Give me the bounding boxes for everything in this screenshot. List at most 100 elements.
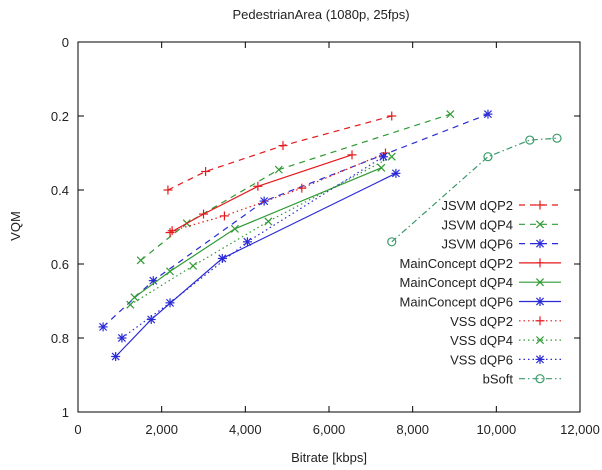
data-point [117, 333, 127, 343]
data-point [387, 237, 397, 247]
x-axis-label: Bitrate [kbps] [291, 450, 367, 465]
legend-label: VSS dQP6 [450, 352, 513, 367]
series-line [129, 156, 393, 306]
data-point [130, 293, 139, 302]
legend-entry: JSVM dQP6 [441, 237, 561, 252]
series-vss-dqp2 [167, 148, 390, 236]
legend-label: MainConcept dQP6 [400, 295, 513, 310]
legend-label: MainConcept dQP4 [400, 275, 513, 290]
series-bsoft [387, 133, 562, 247]
legend-label: JSVM dQP4 [441, 217, 513, 232]
series-line [167, 115, 392, 191]
legend-entry: MainConcept dQP6 [400, 295, 561, 310]
data-point [552, 133, 562, 143]
y-axis-label: VQM [8, 211, 23, 241]
data-point [219, 211, 229, 221]
data-point [98, 322, 108, 332]
x-tick-label: 6,000 [313, 422, 346, 437]
legend-entry: JSVM dQP4 [441, 217, 561, 232]
legend-entry: MainConcept dQP2 [400, 256, 561, 271]
legend-entry: JSVM dQP2 [441, 198, 561, 213]
data-point [242, 237, 252, 247]
series-mainconcept-dqp2 [165, 150, 357, 238]
data-point [446, 110, 455, 119]
data-point [165, 228, 175, 238]
series-line [169, 154, 353, 234]
chart-title: PedestrianArea (1080p, 25fps) [232, 7, 409, 22]
legend-marker [535, 354, 545, 364]
legend-marker [535, 278, 545, 287]
data-point [167, 226, 177, 236]
data-point [387, 111, 397, 121]
series-vss-dqp4 [126, 152, 396, 309]
legend-entry: bSoft [483, 372, 561, 387]
axis-ticks: 0 2,000 4,000 6,000 8,000 10,000 12,000 0 0.2 0.4… [51, 35, 600, 437]
x-tick-label: 8,000 [396, 422, 429, 437]
series-layer [98, 109, 562, 361]
legend-entry: VSS dQP2 [450, 314, 561, 329]
data-point [391, 168, 401, 178]
legend-marker [535, 200, 545, 210]
legend-marker [535, 258, 545, 268]
y-tick-label: 1 [62, 405, 69, 420]
data-point [483, 109, 493, 119]
series-jsvm-dqp2 [163, 111, 397, 195]
data-point [274, 165, 283, 174]
legend-marker [535, 316, 545, 326]
x-tick-label: 4,000 [229, 422, 262, 437]
legend-marker [535, 220, 545, 229]
y-tick-label: 0.2 [51, 109, 69, 124]
data-point [199, 209, 208, 219]
data-point [264, 217, 273, 226]
legend-label: MainConcept dQP2 [400, 256, 513, 271]
data-point [297, 183, 307, 193]
series-vss-dqp6 [117, 152, 388, 343]
x-tick-label: 10,000 [476, 422, 516, 437]
data-point [347, 150, 357, 160]
data-point [483, 152, 493, 162]
legend-marker [535, 336, 545, 345]
x-tick-label: 0 [74, 422, 81, 437]
legend: JSVM dQP2 JSVM dQP4 JSVM dQP6 MainConcept d… [400, 198, 561, 387]
data-point [136, 256, 145, 265]
series-line [121, 156, 384, 339]
data-point [166, 267, 175, 276]
series-jsvm-dqp6 [98, 109, 493, 332]
data-point [377, 163, 386, 172]
legend-entry: VSS dQP4 [450, 333, 561, 348]
series-line [102, 113, 489, 328]
y-tick-label: 0.6 [51, 257, 69, 272]
legend-marker [535, 297, 545, 306]
legend-marker [535, 374, 545, 384]
data-point [201, 167, 211, 176]
series-mainconcept-dqp4 [130, 163, 386, 302]
series-line [115, 172, 397, 357]
series-line [134, 167, 382, 298]
y-tick-label: 0.4 [51, 183, 69, 198]
legend-entry: VSS dQP6 [450, 352, 561, 367]
y-tick-label: 0 [62, 35, 69, 50]
data-point [230, 224, 239, 233]
data-point [387, 152, 396, 161]
data-point [525, 135, 535, 145]
data-point [253, 181, 263, 191]
legend-label: JSVM dQP6 [441, 237, 513, 252]
x-tick-label: 12,000 [560, 422, 600, 437]
data-point [165, 298, 175, 308]
legend-label: JSVM dQP2 [441, 198, 513, 213]
legend-entry: MainConcept dQP4 [400, 275, 561, 290]
legend-label: VSS dQP4 [450, 333, 513, 348]
data-point [111, 352, 121, 361]
legend-label: bSoft [483, 372, 514, 387]
series-line [171, 152, 386, 232]
data-point [126, 300, 135, 309]
series-line [391, 137, 558, 243]
data-point [278, 141, 288, 151]
legend-marker [535, 239, 545, 249]
series-line [140, 113, 451, 261]
series-jsvm-dqp4 [136, 110, 455, 265]
data-point [378, 152, 388, 162]
data-point [163, 185, 173, 195]
x-tick-label: 2,000 [145, 422, 178, 437]
